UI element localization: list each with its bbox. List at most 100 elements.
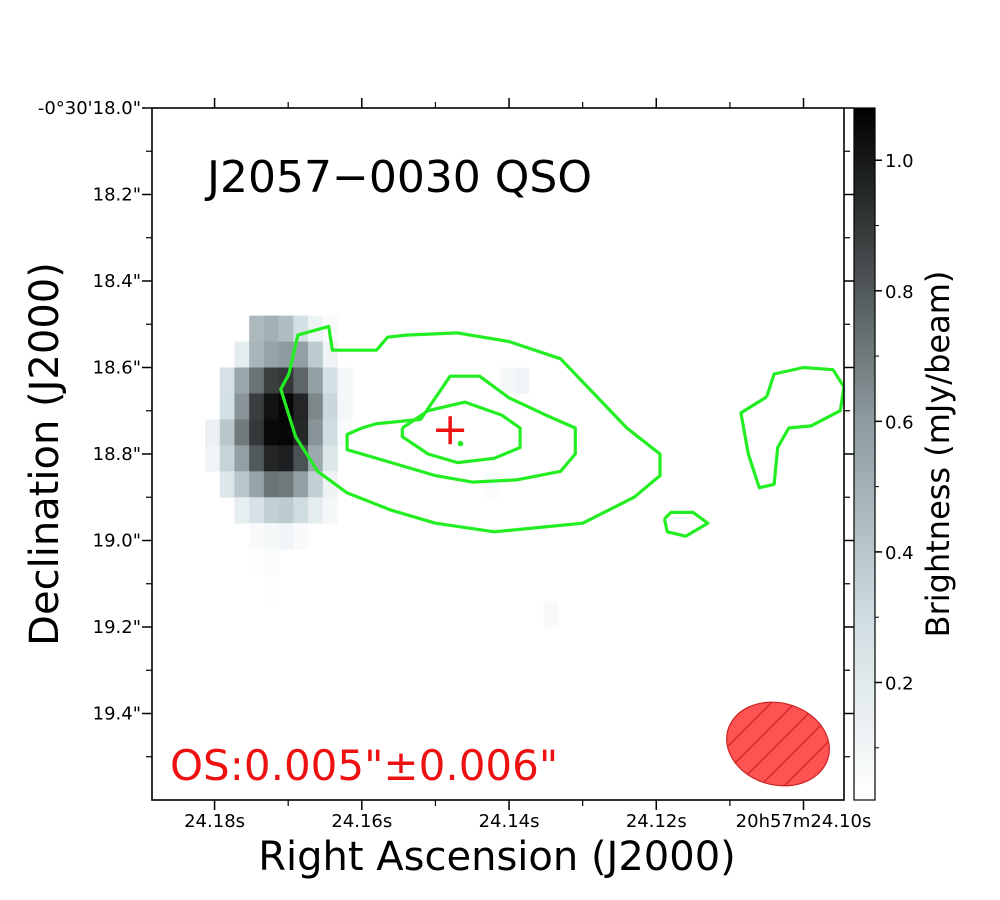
image-pixel — [219, 367, 235, 394]
contour-outer — [279, 324, 662, 534]
image-pixel — [293, 367, 309, 394]
image-pixel — [249, 419, 265, 446]
image-pixel — [249, 497, 265, 524]
contour-overlay — [279, 324, 844, 538]
image-pixel — [278, 419, 294, 446]
image-pixel — [234, 367, 250, 394]
y-tick-label: 18.4" — [93, 271, 141, 292]
image-pixel — [293, 471, 309, 498]
y-tick-label: 19.4" — [93, 704, 141, 725]
x-tick-label: 20h57m24.10s — [736, 811, 872, 832]
image-pixel — [234, 445, 250, 472]
image-pixel — [263, 367, 280, 394]
image-pixel — [322, 419, 338, 446]
image-pixel — [337, 393, 353, 420]
image-pixel — [322, 367, 338, 394]
image-pixel — [263, 549, 280, 576]
image-pixel — [219, 445, 235, 472]
colorbar-ticks: 0.2 0.4 0.6 0.8 1.0 — [875, 151, 914, 749]
image-pixel — [263, 393, 280, 420]
colorbar-tick-label: 0.6 — [885, 412, 914, 433]
panel-title: J2057−0030 QSO — [204, 152, 592, 203]
x-tick-label: 24.18s — [184, 811, 245, 832]
image-pixel — [263, 315, 280, 342]
beam-hatch-line — [717, 690, 786, 798]
image-pixel — [249, 471, 265, 498]
colorbar — [854, 108, 875, 800]
image-pixel — [219, 471, 235, 498]
image-pixel — [263, 419, 280, 446]
image-pixel — [219, 393, 235, 420]
image-pixel — [308, 497, 324, 524]
image-pixel — [263, 341, 280, 368]
image-pixel — [263, 575, 280, 602]
image-pixel — [308, 419, 324, 446]
image-pixel — [337, 419, 353, 446]
image-pixel — [484, 471, 500, 498]
image-pixel — [234, 497, 250, 524]
radio-peak-dot — [457, 440, 464, 447]
beam-hatch-line — [717, 690, 738, 798]
image-pixel — [322, 497, 338, 524]
image-pixel — [249, 341, 265, 368]
image-pixel — [499, 367, 515, 394]
image-pixel — [322, 445, 338, 472]
y-tick-label: 18.6" — [93, 358, 141, 379]
image-pixel — [293, 393, 309, 420]
image-pixel — [263, 523, 280, 550]
image-pixel — [263, 497, 280, 524]
y-tick-label: 18.2" — [93, 185, 141, 206]
image-pixel — [263, 471, 280, 498]
y-axis-ticks: -0°30'18.0" 18.2" 18.4" 18.6" 18.8" 19.0" 19.2… — [38, 98, 854, 758]
y-axis-label: Declination (J2000) — [22, 262, 68, 646]
image-pixel — [249, 367, 265, 394]
x-tick-label: 24.12s — [626, 811, 687, 832]
colorbar-tick-label: 0.2 — [885, 673, 914, 694]
image-pixel — [234, 341, 250, 368]
image-pixel — [219, 419, 235, 446]
image-pixel — [263, 445, 280, 472]
image-pixel — [293, 341, 309, 368]
beam-ellipse — [717, 690, 839, 798]
colorbar-tick-label: 1.0 — [885, 151, 914, 172]
image-pixel — [278, 471, 294, 498]
image-pixel — [293, 497, 309, 524]
image-pixel — [543, 601, 559, 628]
beam-hatch-line — [770, 690, 839, 798]
x-axis-label: Right Ascension (J2000) — [258, 834, 736, 880]
brightness-image — [205, 315, 559, 628]
y-tick-label: -0°30'18.0" — [38, 98, 141, 119]
contour-outer — [739, 365, 844, 490]
image-pixel — [308, 341, 324, 368]
contour-inner — [400, 400, 522, 465]
image-pixel — [234, 471, 250, 498]
y-tick-label: 19.2" — [93, 617, 141, 638]
image-pixel — [249, 445, 265, 472]
image-pixel — [205, 445, 221, 472]
colorbar-tick-label: 0.8 — [885, 282, 914, 303]
colorbar-tick-label: 0.4 — [885, 543, 914, 564]
image-pixel — [234, 393, 250, 420]
image-pixel — [278, 523, 294, 550]
x-axis-ticks: 24.18s 24.16s 24.14s 24.12s 20h57m24.10s — [184, 98, 871, 832]
image-pixel — [278, 445, 294, 472]
offset-label: OS:0.005"±0.006" — [170, 741, 558, 790]
image-pixel — [308, 393, 324, 420]
image-pixel — [337, 367, 353, 394]
image-pixel — [514, 367, 530, 394]
colorbar-frame — [853, 107, 876, 801]
image-pixel — [293, 523, 309, 550]
image-pixel — [205, 419, 221, 446]
image-pixel — [249, 523, 265, 550]
image-pixel — [249, 393, 265, 420]
image-pixel — [322, 393, 338, 420]
image-pixel — [278, 497, 294, 524]
image-pixel — [322, 341, 338, 368]
y-tick-label: 19.0" — [93, 531, 141, 552]
image-pixel — [278, 341, 294, 368]
image-pixel — [249, 315, 265, 342]
image-pixel — [308, 367, 324, 394]
image-pixel — [293, 445, 309, 472]
contour-middle — [345, 374, 577, 484]
